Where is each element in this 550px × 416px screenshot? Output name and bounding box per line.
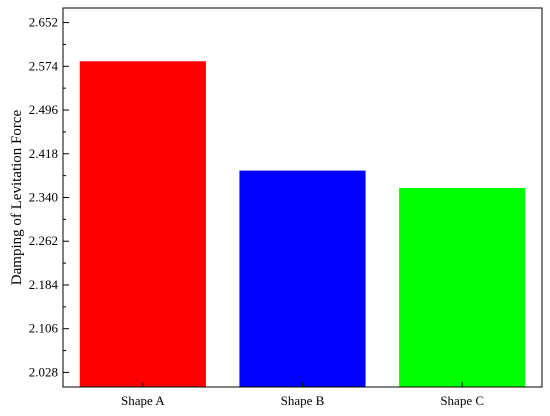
y-tick-label: 2.652	[29, 15, 58, 30]
x-tick-label: Shape B	[281, 393, 325, 408]
y-tick-label: 2.106	[29, 321, 59, 336]
y-tick-label: 2.340	[29, 190, 58, 205]
y-tick-label: 2.574	[29, 58, 59, 73]
y-tick-label: 2.184	[29, 277, 59, 292]
y-axis-label: Damping of Levitation Force	[9, 109, 25, 285]
bar-shape-c	[399, 187, 526, 387]
y-tick-label: 2.028	[29, 364, 58, 379]
bar-shape-a	[79, 61, 206, 387]
y-tick-label: 2.262	[29, 233, 58, 248]
y-ticks-group: 2.028 2.106 2.184 2.262 2.340 2.418 2.496 2.574…	[29, 15, 69, 379]
bar-shape-b	[239, 170, 366, 387]
x-tick-label: Shape A	[121, 393, 165, 408]
x-ticks-group: Shape A Shape B Shape C	[121, 382, 484, 408]
plot-frame	[62, 7, 543, 388]
y-tick-label: 2.496	[29, 102, 59, 117]
y-tick-label: 2.418	[29, 146, 58, 161]
x-tick-label: Shape C	[440, 393, 484, 408]
bars-group	[79, 61, 526, 387]
